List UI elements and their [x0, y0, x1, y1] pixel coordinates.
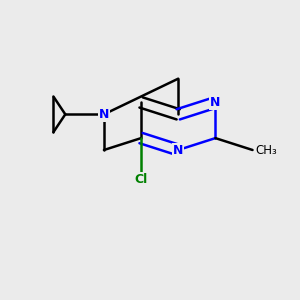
Text: N: N: [173, 143, 183, 157]
Text: Cl: Cl: [134, 173, 148, 186]
Text: CH₃: CH₃: [256, 143, 277, 157]
Text: N: N: [99, 108, 109, 121]
Text: N: N: [210, 96, 220, 109]
